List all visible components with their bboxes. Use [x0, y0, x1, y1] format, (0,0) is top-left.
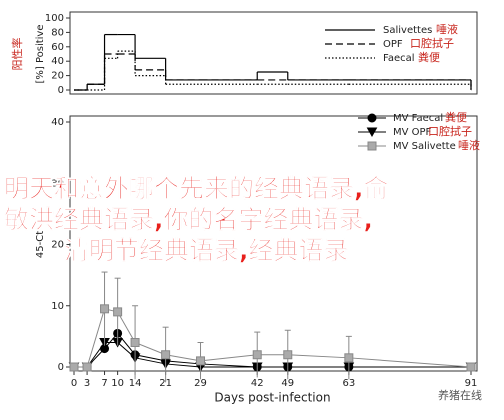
y-axis-note: 阳性率	[10, 38, 24, 71]
y-tick-label: 60	[51, 42, 64, 53]
series: MV Salivette 唾液	[69, 138, 480, 383]
marker	[161, 350, 171, 360]
overlay-text: 敏洪经典语录,你的名字经典语录,	[3, 205, 373, 234]
marker	[367, 141, 377, 151]
x-tick-label: 10	[111, 378, 124, 389]
x-tick-label: 21	[159, 378, 172, 389]
x-tick-label: 0	[71, 378, 77, 389]
legend-note: 粪便	[445, 110, 467, 124]
series: OPF 口腔拭子	[74, 36, 472, 91]
x-axis-label: Days post-infection	[214, 391, 330, 405]
y-tick-label: 10	[51, 301, 64, 312]
legend-note: 口腔拭子	[428, 124, 472, 138]
axes-frame	[69, 11, 478, 95]
marker	[252, 350, 262, 360]
marker	[366, 127, 378, 138]
legend-label: MV Faecal	[393, 113, 443, 124]
legend-note: 唾液	[458, 138, 480, 152]
marker	[466, 362, 476, 372]
legend-label: Faecal	[383, 53, 415, 64]
axes-frame	[69, 115, 478, 372]
y-tick-label: 20	[51, 240, 64, 251]
y-axis-label: [%] Positive	[35, 24, 46, 83]
y-tick-label: 20	[51, 71, 64, 82]
y-tick-label: 0	[58, 362, 64, 373]
marker	[69, 362, 79, 372]
y-tick-label: 30	[51, 178, 64, 189]
x-tick-label: 49	[281, 378, 294, 389]
legend-label: MV Salivette	[393, 141, 456, 152]
legend-note: 唾液	[436, 22, 458, 36]
marker	[344, 353, 354, 363]
legend-label: Salivettes	[383, 25, 432, 36]
x-tick-label: 14	[129, 378, 142, 389]
y-tick-label: 40	[51, 56, 64, 67]
x-tick-label: 3	[84, 378, 90, 389]
x-tick-label: 63	[342, 378, 355, 389]
y-axis-label: 45-Ct	[35, 231, 46, 258]
marker	[283, 350, 293, 360]
overlay-text: 清明节经典语录,经典语录	[64, 236, 349, 265]
marker	[367, 113, 377, 123]
legend-label: MV OPF	[393, 127, 432, 138]
y-tick-label: 100	[45, 13, 64, 24]
marker	[196, 356, 206, 366]
legend-note: 口腔拭子	[410, 36, 454, 50]
x-tick-label: 91	[465, 378, 478, 389]
marker	[100, 304, 110, 314]
overlay-text: 明天和意外哪个先来的经典语录,俞	[4, 174, 389, 203]
x-tick-label: 42	[251, 378, 264, 389]
marker	[130, 338, 140, 347]
y-tick-label: 80	[51, 27, 64, 38]
marker	[113, 307, 123, 317]
y-tick-label: 0	[58, 85, 64, 96]
legend-label: OPF	[383, 39, 403, 50]
y-tick-label: 40	[51, 117, 64, 128]
watermark: 养猪在线	[438, 388, 482, 402]
x-tick-label: 7	[101, 378, 107, 389]
marker	[82, 362, 92, 372]
x-tick-label: 29	[194, 378, 207, 389]
legend-note: 粪便	[418, 50, 440, 64]
series: Faecal 粪便	[74, 50, 472, 91]
